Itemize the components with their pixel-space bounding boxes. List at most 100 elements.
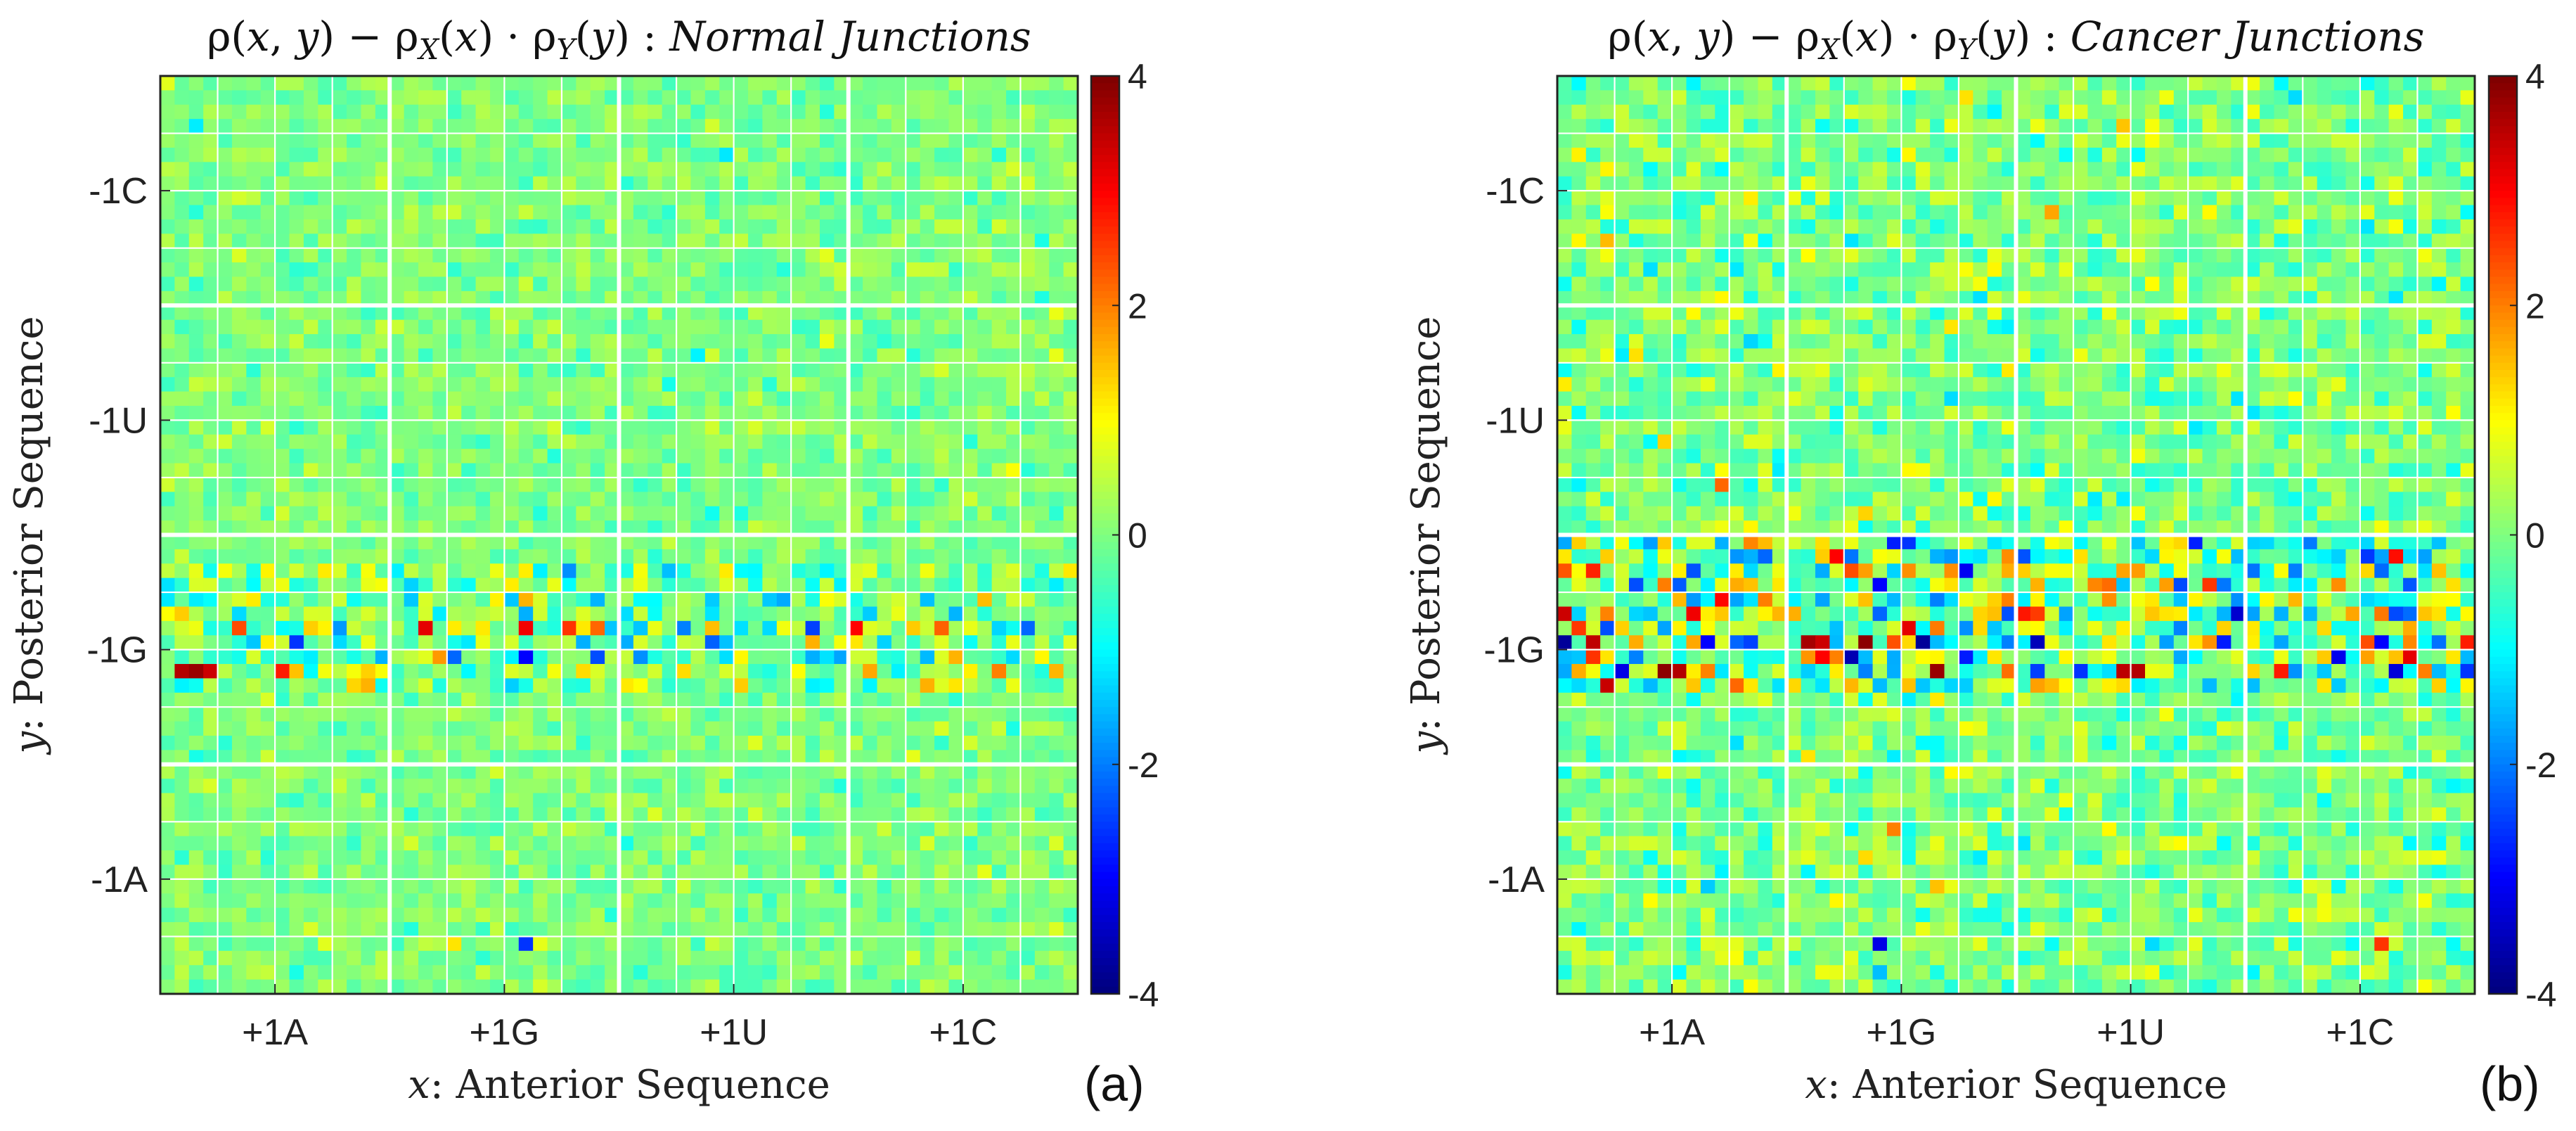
heatmap-cell [418, 822, 434, 837]
heatmap-cell [217, 119, 233, 134]
heatmap-cell [848, 133, 863, 148]
heatmap-cell [605, 477, 620, 492]
heatmap-cell [1657, 219, 1673, 234]
heatmap-cell [2417, 147, 2433, 162]
heatmap-cell [1786, 133, 1802, 148]
heatmap-cell [877, 793, 892, 808]
heatmap-cell [461, 290, 477, 306]
heatmap-cell [361, 348, 376, 364]
heatmap-cell [375, 219, 390, 234]
heatmap-cell [1006, 219, 1022, 234]
heatmap-cell [518, 979, 534, 995]
heatmap-cell [2216, 176, 2232, 191]
heatmap-cell [1772, 104, 1787, 120]
heatmap-cell [690, 405, 706, 421]
heatmap-cell [704, 635, 720, 651]
heatmap-cell [504, 692, 520, 708]
heatmap-cell [1901, 176, 1917, 191]
heatmap-cell [518, 692, 534, 708]
heatmap-cell [1930, 219, 1945, 234]
heatmap-cell [791, 434, 806, 449]
heatmap-cell [217, 176, 233, 191]
heatmap-cell [834, 779, 849, 794]
heatmap-cell [2145, 176, 2160, 191]
heatmap-cell [977, 147, 993, 162]
heatmap-cell [977, 764, 993, 779]
heatmap-cell [834, 362, 849, 378]
heatmap-cell [2288, 162, 2303, 177]
heatmap-cell [174, 290, 190, 306]
heatmap-cell [1006, 822, 1022, 837]
heatmap-cell [676, 276, 692, 292]
heatmap-cell [332, 119, 347, 134]
heatmap-cell [547, 176, 562, 191]
heatmap-cell [332, 649, 347, 665]
heatmap-cell [303, 76, 318, 91]
heatmap-cell [676, 176, 692, 191]
heatmap-cell [1006, 377, 1022, 392]
heatmap-cell [561, 362, 577, 378]
heatmap-cell [289, 563, 304, 579]
heatmap-cell [1886, 219, 1902, 234]
heatmap-cell [748, 707, 764, 722]
heatmap-cell [1049, 319, 1064, 335]
heatmap-cell [2002, 162, 2017, 177]
heatmap-cell [1643, 205, 1659, 220]
heatmap-cell [461, 649, 477, 665]
heatmap-cell [633, 721, 648, 736]
heatmap-cell [805, 334, 820, 350]
heatmap-cell [561, 563, 577, 579]
heatmap-cell [389, 234, 405, 249]
heatmap-cell [2030, 90, 2045, 106]
colorbar-swatch [1091, 420, 1119, 428]
heatmap-cell [576, 649, 591, 665]
heatmap-cell [160, 950, 175, 966]
heatmap-cell [633, 620, 648, 636]
heatmap-cell [188, 420, 204, 435]
heatmap-cell [332, 362, 347, 378]
heatmap-cell [404, 147, 419, 162]
heatmap-cell [260, 262, 276, 278]
heatmap-cell [791, 305, 806, 321]
heatmap-cell [1049, 678, 1064, 694]
heatmap-cell [303, 721, 318, 736]
heatmap-cell [1930, 147, 1945, 162]
heatmap-cell [962, 477, 978, 492]
heatmap-cell [733, 793, 749, 808]
heatmap-cell [375, 750, 390, 765]
heatmap-cell [188, 864, 204, 880]
heatmap-cell [418, 563, 434, 579]
heatmap-cell [719, 649, 735, 665]
heatmap-cell [762, 764, 778, 779]
heatmap-cell [518, 592, 534, 608]
heatmap-cell [977, 922, 993, 938]
heatmap-cell [318, 234, 333, 249]
heatmap-cell [1020, 936, 1036, 952]
heatmap-cell [2059, 176, 2074, 191]
heatmap-cell [576, 234, 591, 249]
heatmap-cell [2417, 191, 2433, 206]
heatmap-cell [231, 477, 247, 492]
heatmap-cell [1049, 248, 1064, 263]
heatmap-cell [576, 692, 591, 708]
heatmap-cell [1034, 377, 1050, 392]
heatmap-cell [203, 678, 219, 694]
heatmap-cell [2101, 104, 2117, 120]
heatmap-cell [962, 176, 978, 191]
heatmap-cell [518, 864, 534, 880]
heatmap-cell [791, 764, 806, 779]
heatmap-cell [848, 405, 863, 421]
heatmap-cell [2317, 162, 2332, 177]
heatmap-cell [361, 219, 376, 234]
heatmap-cell [848, 506, 863, 521]
heatmap-cell [590, 76, 605, 91]
heatmap-cell [934, 750, 950, 765]
heatmap-cell [733, 979, 749, 995]
heatmap-cell [762, 936, 778, 952]
heatmap-cell [834, 965, 849, 980]
heatmap-cell [863, 678, 878, 694]
heatmap-cell [719, 348, 735, 364]
heatmap-cell [877, 635, 892, 651]
heatmap-cell [518, 807, 534, 822]
heatmap-cell [748, 104, 764, 120]
